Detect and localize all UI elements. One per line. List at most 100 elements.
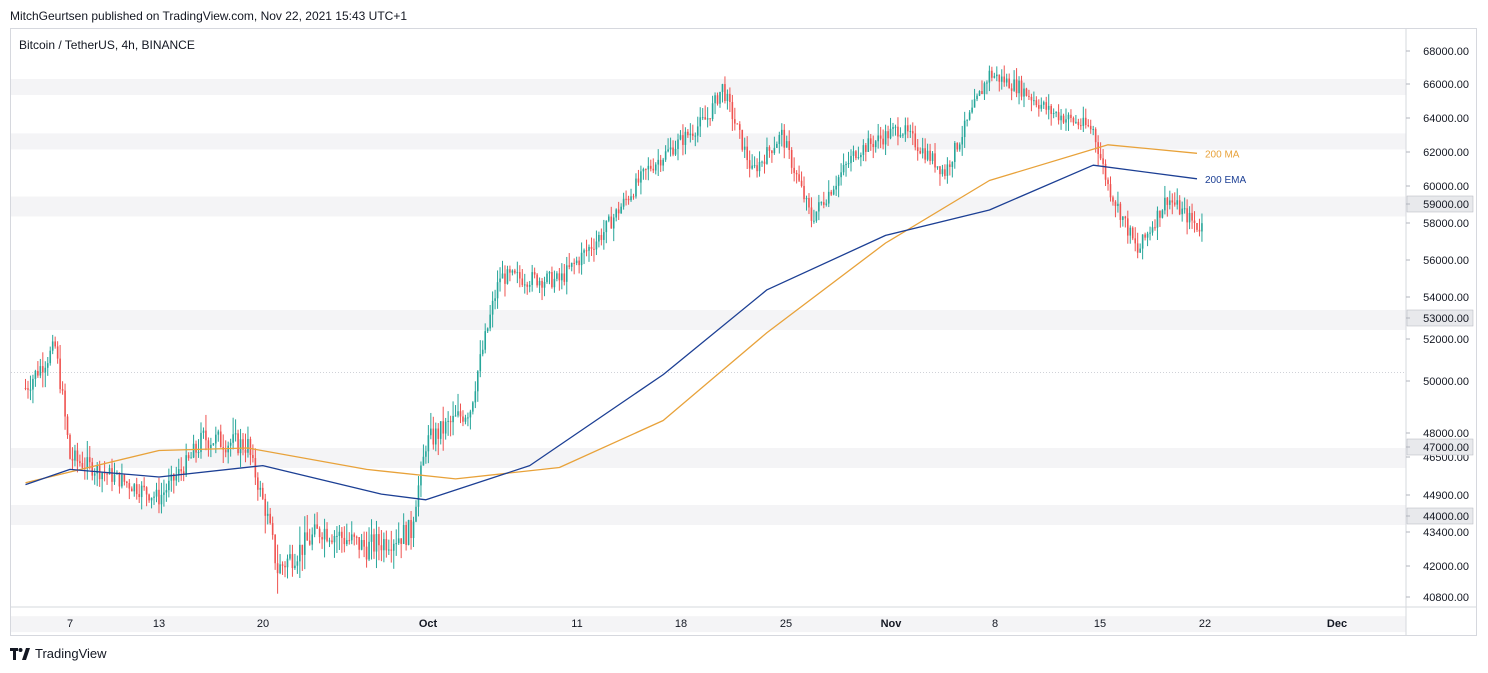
candle-body bbox=[1164, 197, 1166, 211]
candle-body bbox=[729, 93, 731, 103]
candle-body bbox=[1178, 200, 1181, 215]
candle-body bbox=[521, 278, 524, 285]
candle-body bbox=[185, 455, 187, 475]
y-tick-label: 58000.00 bbox=[1423, 218, 1469, 230]
candle-body bbox=[1166, 197, 1169, 205]
candle-body bbox=[316, 524, 318, 529]
published-caption: MitchGeurtsen published on TradingView.c… bbox=[10, 9, 408, 23]
candle-body bbox=[1176, 200, 1179, 205]
candle-body bbox=[49, 350, 52, 364]
candle-body bbox=[667, 149, 669, 152]
candle-body bbox=[615, 209, 617, 218]
candle-body bbox=[79, 461, 81, 464]
candle-body bbox=[165, 490, 168, 493]
candle-body bbox=[575, 260, 578, 264]
candle-body bbox=[795, 172, 798, 175]
candle-body bbox=[677, 139, 679, 149]
y-tick-label: 68000.00 bbox=[1423, 46, 1469, 58]
candle-body bbox=[872, 143, 875, 148]
candle-body bbox=[966, 119, 968, 121]
candle-body bbox=[1181, 208, 1183, 215]
candle-body bbox=[27, 388, 29, 390]
candle-body bbox=[1136, 243, 1139, 253]
candle-body bbox=[415, 506, 417, 522]
candle-body bbox=[1035, 100, 1038, 106]
candle-body bbox=[1052, 113, 1055, 115]
candle-body bbox=[197, 452, 200, 454]
candle-body bbox=[24, 388, 27, 389]
candle-body bbox=[551, 272, 553, 288]
candle-body bbox=[991, 70, 993, 78]
candle-body bbox=[810, 207, 813, 221]
candlestick-chart[interactable]: 68000.00 66000.00 64000.00 62000.00 60000.00… bbox=[11, 29, 1476, 635]
y-tick-label: 43400.00 bbox=[1423, 527, 1469, 539]
candle-body bbox=[264, 498, 267, 516]
candle-body bbox=[175, 475, 178, 481]
candle-body bbox=[790, 149, 793, 168]
candle-body bbox=[1191, 212, 1193, 221]
band-zone-66000 bbox=[11, 79, 1406, 95]
candle-body bbox=[956, 142, 959, 150]
candle-body bbox=[1089, 125, 1092, 130]
candle-body bbox=[1117, 203, 1119, 206]
candle-body bbox=[664, 151, 667, 160]
candle-body bbox=[635, 178, 637, 197]
candle-body bbox=[200, 432, 202, 453]
candle-body bbox=[71, 458, 74, 461]
candle-body bbox=[437, 428, 440, 439]
candle-body bbox=[1139, 248, 1141, 253]
candle-body bbox=[724, 84, 726, 102]
candle-body bbox=[46, 363, 49, 368]
candle-body bbox=[155, 489, 158, 497]
candle-body bbox=[76, 450, 79, 462]
candle-body bbox=[153, 496, 155, 498]
candle-body bbox=[1033, 100, 1035, 102]
candle-body bbox=[1156, 210, 1159, 228]
candle-body bbox=[422, 456, 425, 466]
candle-body bbox=[1104, 163, 1107, 180]
candle-body bbox=[407, 520, 410, 545]
candle-body bbox=[410, 520, 412, 539]
candle-body bbox=[768, 147, 771, 151]
candle-body bbox=[252, 455, 254, 459]
candle-body bbox=[88, 457, 91, 463]
candle-body bbox=[1045, 102, 1048, 110]
candle-body bbox=[459, 411, 462, 417]
candle-body bbox=[51, 341, 54, 351]
candle-body bbox=[1094, 129, 1097, 143]
candle-body bbox=[86, 457, 89, 469]
candle-body bbox=[138, 494, 141, 498]
candle-body bbox=[237, 433, 239, 454]
candle-body bbox=[434, 428, 437, 445]
candle-body bbox=[29, 389, 32, 391]
candle-body bbox=[476, 371, 479, 392]
footer-brand-label: TradingView bbox=[35, 646, 107, 661]
candle-body bbox=[484, 331, 487, 350]
candle-body bbox=[813, 220, 815, 222]
candle-body bbox=[909, 131, 912, 133]
candle-body bbox=[150, 497, 153, 501]
candle-body bbox=[42, 366, 44, 373]
candle-body bbox=[882, 138, 884, 145]
candle-body bbox=[1159, 210, 1161, 218]
candle-body bbox=[177, 469, 180, 476]
candle-body bbox=[988, 70, 991, 83]
candle-body bbox=[1183, 208, 1186, 210]
candle-body bbox=[108, 468, 111, 475]
candle-body bbox=[714, 95, 716, 104]
x-tick-label: 15 bbox=[1094, 618, 1106, 630]
y-tick-label: 64000.00 bbox=[1423, 113, 1469, 125]
candle-body bbox=[1015, 79, 1018, 94]
candle-body bbox=[645, 169, 647, 171]
candle-body bbox=[830, 191, 833, 195]
y-tick-label: 60000.00 bbox=[1423, 181, 1469, 193]
candle-body bbox=[261, 487, 264, 499]
candle-body bbox=[986, 82, 988, 84]
candle-body bbox=[479, 354, 482, 372]
candle-body bbox=[113, 474, 116, 482]
candle-body bbox=[303, 532, 306, 555]
candle-body bbox=[511, 270, 514, 273]
candle-body bbox=[808, 198, 810, 208]
candle-body bbox=[605, 220, 608, 233]
candle-body bbox=[217, 431, 220, 435]
